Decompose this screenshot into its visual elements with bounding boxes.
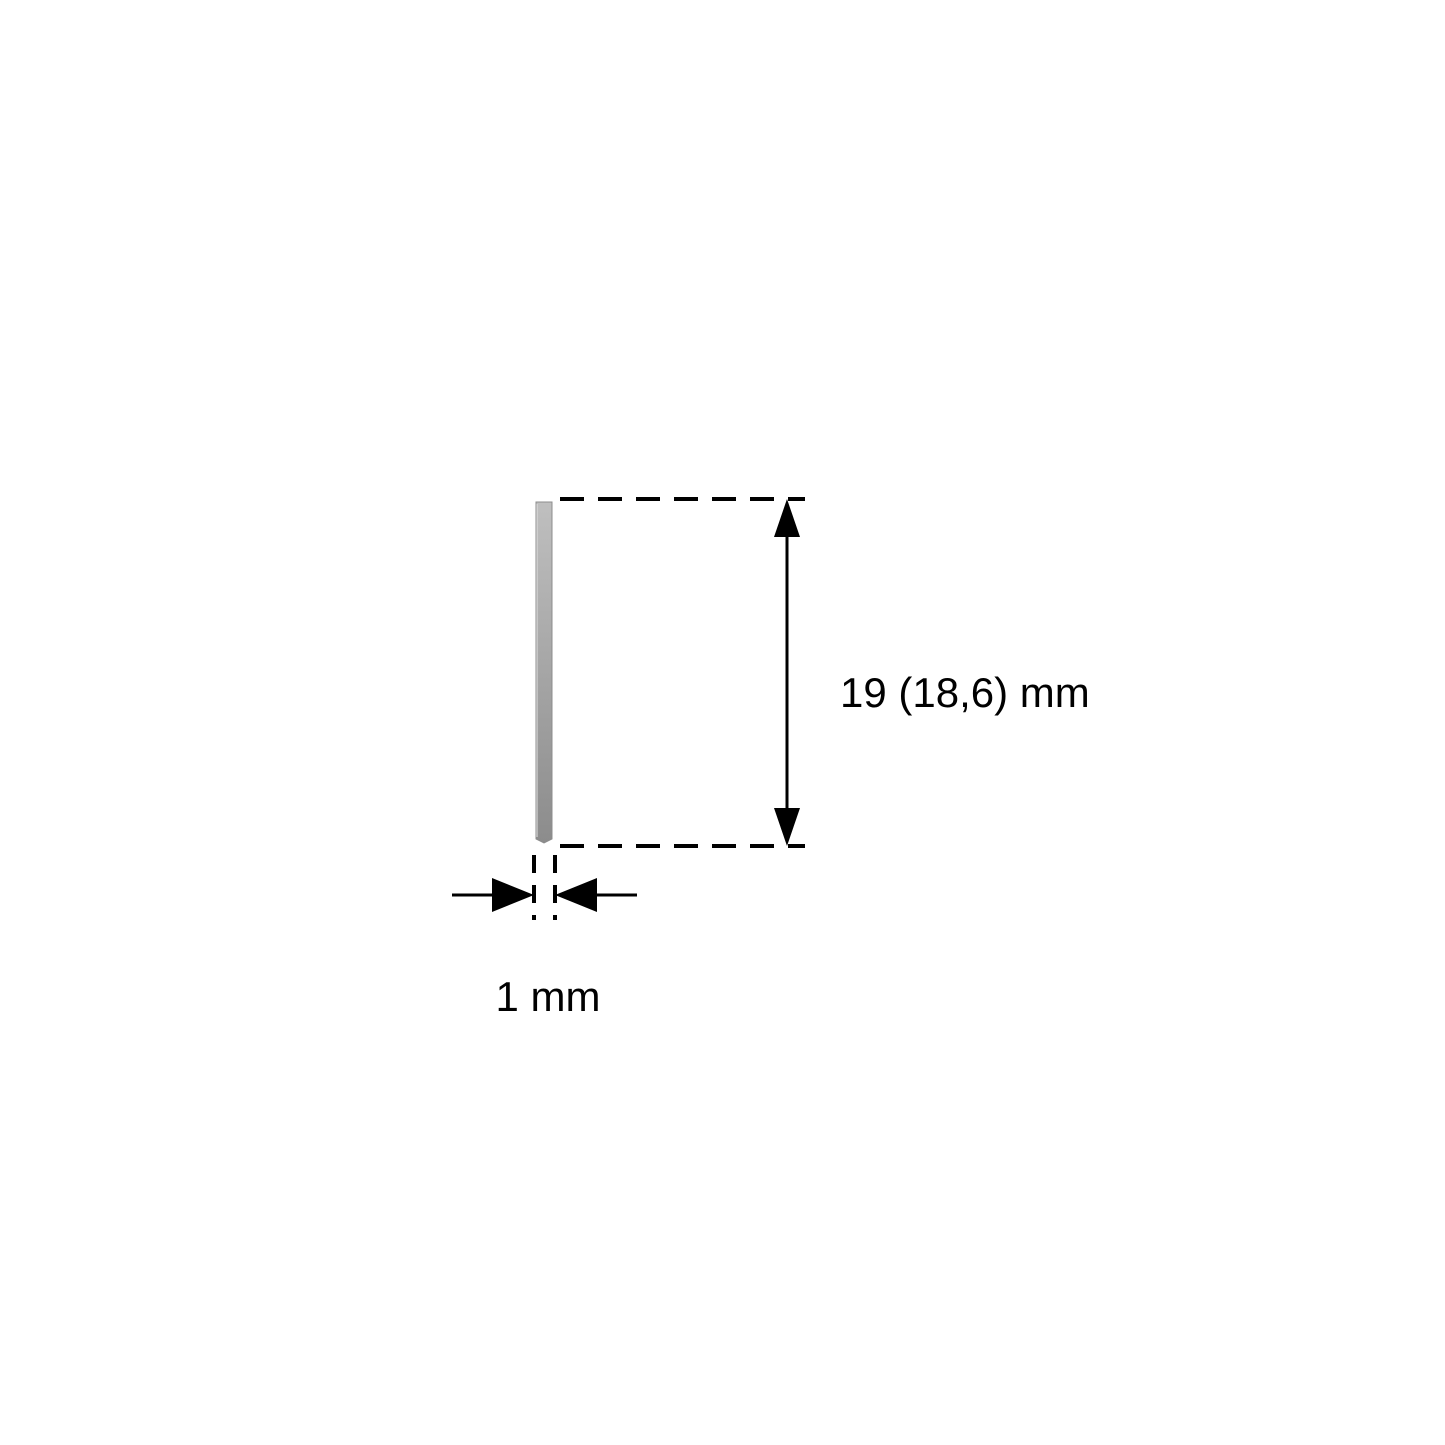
nail-body: [536, 502, 552, 843]
height-label: 19 (18,6) mm: [840, 669, 1090, 716]
canvas-background: [0, 0, 1445, 1445]
dimension-diagram: 19 (18,6) mm 1 mm: [0, 0, 1445, 1445]
width-label: 1 mm: [496, 973, 601, 1020]
